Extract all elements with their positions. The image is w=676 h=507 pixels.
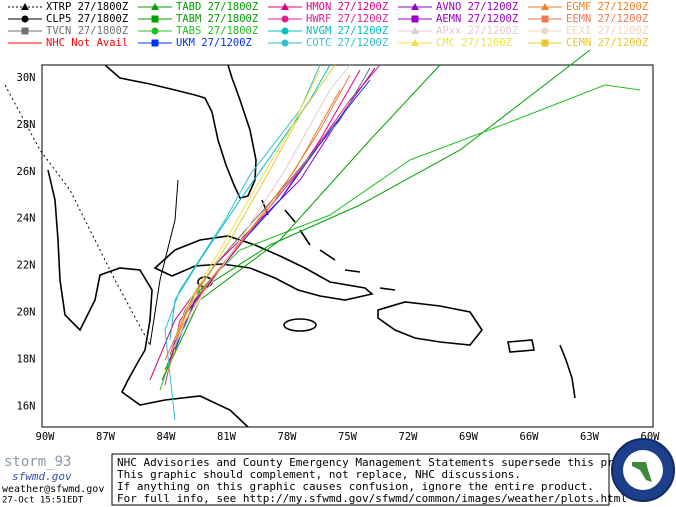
track [171,64,351,351]
legend: XTRP 27/1800Z TABD 27/1800Z HMON 27/1200Z A… [8,1,648,49]
central-america-coast [47,169,249,428]
legend-marker [281,3,289,10]
legend-label: NHC Not Avail [46,37,128,49]
contact-email: weather@sfwmd.gov [2,484,104,495]
legend-label: AVNO 27/1200Z [436,1,518,13]
latitude-label: 28N [17,119,36,131]
legend-marker [411,3,419,10]
longitude-label: 78W [278,431,298,443]
site-name: sfwmd.gov [12,470,72,483]
legend-label: EEMN 27/1200Z [566,13,648,25]
legend-marker [151,27,159,35]
legend-label: TVCN 27/1800Z [46,25,128,37]
longitude-label: 84W [157,431,177,443]
florida-coast [104,64,257,199]
legend-label: NVGM 27/1200Z [306,25,388,37]
axis-labels: 90W 87W 84W 81W 78W 75W 72W 69W 66W 63W 60W30N28N2… [17,72,661,443]
legend-label: TABS 27/1800Z [176,25,258,37]
legend-marker [411,39,419,46]
disclaimer-box [111,453,610,506]
legend-marker [151,3,159,10]
disclaimer-line: For full info, see http://my.sfwmd.gov/s… [117,492,627,505]
legend-label: CEMN 27/1200Z [566,37,648,49]
longitude-label: 75W [338,431,358,443]
legend-marker [21,3,29,10]
latitude-label: 20N [17,307,36,319]
disclaimer-line: This graphic should complement, not repl… [117,468,521,481]
timestamp: 27-Oct 15:51EDT [2,496,84,506]
coastlines [47,64,576,428]
legend-marker [21,27,29,35]
legend-marker [541,27,549,35]
disclaimer-line: NHC Advisories and County Emergency Mana… [117,456,653,469]
longitude-label: 63W [580,431,600,443]
legend-label: CLP5 27/1800Z [46,13,128,25]
legend-marker [281,27,289,35]
legend-label: HWRF 27/1200Z [306,13,388,25]
legend-marker [541,39,549,47]
map-frame [41,64,654,428]
track [171,69,321,346]
latitude-label: 30N [17,72,36,84]
longitude-label: 66W [520,431,540,443]
hispaniola [377,301,483,346]
legend-label: COTC 27/1200Z [306,37,388,49]
disclaimer-line: If anything on this graphic causes confu… [117,480,594,493]
track [161,64,441,381]
legend-label: APxx 27/1200Z [436,25,518,37]
latitude-label: 18N [17,353,36,365]
track [174,79,371,351]
longitude-label: 69W [459,431,479,443]
legend-label: TABD 27/1800Z [176,1,258,13]
legend-marker [541,3,549,10]
legend-label: AEMN 27/1200Z [436,13,518,25]
legend-label: HMON 27/1200Z [306,1,388,13]
district-seal [611,438,675,502]
legend-marker [281,15,289,23]
legend-marker [151,15,159,23]
legend-marker [411,27,419,34]
longitude-label: 87W [96,431,116,443]
disclaimer: NHC Advisories and County Emergency Mana… [117,456,653,505]
legend-label: XTRP 27/1800Z [46,1,128,13]
model-tracks [4,49,641,421]
puerto-rico [507,339,535,353]
legend-marker [541,15,549,23]
latitude-label: 16N [17,400,36,412]
legend-label: TABM 27/1800Z [176,13,258,25]
legend-marker [411,15,419,23]
jamaica [283,318,317,332]
track [159,84,641,391]
legend-label: UKM 27/1200Z [176,37,252,49]
storm-name: storm_93 [4,454,71,470]
legend-label: EEXI 27/1200Z [566,25,648,37]
latitude-label: 26N [17,166,36,178]
legend-label: EGMF 27/1200Z [566,1,648,13]
legend-marker [21,15,29,23]
latitude-label: 24N [17,213,36,225]
longitude-label: 90W [36,431,56,443]
legend-marker [281,39,289,47]
legend-label: CMC 27/1200Z [436,37,512,49]
longitude-label: 72W [399,431,419,443]
legend-marker [151,39,159,47]
track [164,74,351,361]
latitude-label: 22N [17,260,36,272]
track [149,179,179,346]
longitude-label: 81W [217,431,237,443]
